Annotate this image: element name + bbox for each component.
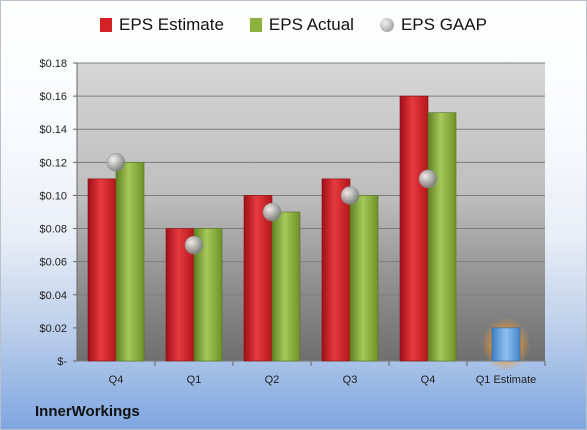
x-tick-label: Q4 — [109, 374, 124, 386]
legend-item-eps-estimate: EPS Estimate — [100, 15, 224, 35]
legend: EPS Estimate EPS Actual EPS GAAP — [1, 15, 586, 35]
y-tick-label: $0.18 — [39, 58, 67, 70]
x-tick-label: Q4 — [421, 374, 436, 386]
y-tick-label: $0.16 — [39, 91, 67, 103]
legend-swatch-eps-gaap — [379, 18, 394, 32]
bar-eps-estimate-q4 — [399, 95, 429, 362]
marker-eps-gaap-q3 — [340, 186, 360, 205]
y-tick-label: $0.14 — [39, 124, 67, 136]
x-tick-label: Q1 — [187, 374, 202, 386]
bar-q1-estimate — [491, 327, 521, 362]
marker-eps-gaap-q4 — [106, 153, 126, 172]
marker-eps-gaap-q2 — [262, 202, 282, 222]
y-tick-label: $0.04 — [39, 290, 67, 302]
x-tick-label: Q1 Estimate — [476, 374, 537, 386]
y-tick-label: $- — [57, 356, 67, 368]
marker-eps-gaap-q1 — [184, 235, 204, 255]
legend-item-eps-actual: EPS Actual — [249, 15, 354, 35]
bar-eps-actual-q4 — [115, 162, 145, 362]
y-tick-label: $0.08 — [39, 224, 67, 236]
bar-eps-actual-q2 — [271, 211, 301, 362]
company-name: InnerWorkings — [35, 403, 140, 420]
x-tick-label: Q2 — [265, 374, 280, 386]
y-tick-label: $0.12 — [39, 157, 67, 169]
plot-area — [77, 63, 545, 361]
y-tick-label: $0.06 — [39, 257, 67, 269]
legend-item-eps-gaap: EPS GAAP — [379, 15, 487, 35]
bar-eps-estimate-q3 — [321, 178, 351, 362]
bar-eps-estimate-q2 — [243, 195, 273, 362]
legend-label-eps-estimate: EPS Estimate — [119, 15, 224, 34]
bar-eps-estimate-q4 — [87, 178, 117, 362]
marker-eps-gaap-q4 — [418, 169, 438, 189]
legend-label-eps-actual: EPS Actual — [268, 15, 354, 34]
y-tick-label: $0.02 — [39, 323, 67, 335]
y-tick-label: $0.10 — [39, 190, 67, 202]
legend-swatch-eps-actual — [249, 18, 262, 32]
bar-eps-actual-q3 — [349, 195, 379, 362]
bar-eps-actual-q1 — [193, 228, 223, 362]
bar-eps-actual-q4 — [427, 112, 457, 362]
legend-swatch-eps-estimate — [100, 18, 113, 32]
x-tick-label: Q3 — [343, 374, 358, 386]
legend-label-eps-gaap: EPS GAAP — [400, 15, 487, 34]
